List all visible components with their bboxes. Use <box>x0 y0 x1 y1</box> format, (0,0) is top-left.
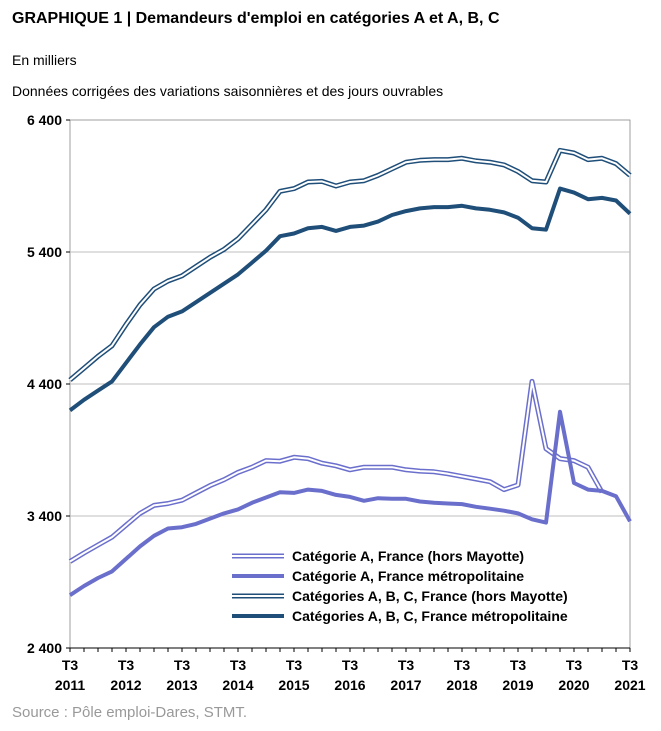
legend-label-2: Catégories A, B, C, France (hors Mayotte… <box>292 588 568 604</box>
x-tick-label-quarter: T3 <box>230 657 247 673</box>
series-layer <box>68 147 632 597</box>
x-tick-label-year: 2013 <box>166 677 197 693</box>
x-tick-label-year: 2016 <box>334 677 365 693</box>
legend-label-3: Catégories A, B, C, France métropolitain… <box>292 608 568 624</box>
series-line-3 <box>68 186 632 412</box>
source-note: Source : Pôle emploi-Dares, STMT. <box>12 704 248 721</box>
line-chart: 2 400 3 400 4 400 5 400 6 400 T3 2011 T3 2012 T3 2… <box>27 112 646 693</box>
y-tick-label: 4 400 <box>27 376 62 392</box>
x-tick-label-year: 2017 <box>390 677 421 693</box>
x-tick-label-quarter: T3 <box>566 657 583 673</box>
series-line-0-inner <box>69 380 603 563</box>
series-line-2-outline <box>68 147 632 382</box>
x-tick-label-year: 2019 <box>502 677 533 693</box>
y-tick-label: 5 400 <box>27 244 62 260</box>
series-line-1 <box>68 409 632 597</box>
x-tick-label-year: 2014 <box>222 677 253 693</box>
legend: Catégorie A, France (hors Mayotte) Catégo… <box>232 548 568 624</box>
x-tick-label-quarter: T3 <box>174 657 191 673</box>
legend-label-0: Catégorie A, France (hors Mayotte) <box>292 548 524 564</box>
x-tick-label-year: 2012 <box>110 677 141 693</box>
x-tick-label-quarter: T3 <box>286 657 303 673</box>
x-tick-label-quarter: T3 <box>398 657 415 673</box>
chart-title: GRAPHIQUE 1 | Demandeurs d'emploi en cat… <box>12 10 500 27</box>
y-tick-label: 6 400 <box>27 112 62 128</box>
x-tick-label-quarter: T3 <box>454 657 471 673</box>
x-tick-label-quarter: T3 <box>342 657 359 673</box>
x-tick-label-year: 2018 <box>446 677 477 693</box>
legend-label-1: Catégorie A, France métropolitaine <box>292 568 524 584</box>
series-line-0-outline <box>68 378 605 564</box>
x-tick-label-quarter: T3 <box>510 657 527 673</box>
y-tick-label: 3 400 <box>27 508 62 524</box>
adjustment-note: Données corrigées des variations saisonn… <box>12 83 444 99</box>
axis-layer: 2 400 3 400 4 400 5 400 6 400 T3 2011 T3 2012 T3 2… <box>27 112 646 693</box>
unit-label: En milliers <box>12 52 77 68</box>
x-tick-label-year: 2021 <box>614 677 645 693</box>
x-tick-label-quarter: T3 <box>62 657 79 673</box>
series-line-2-inner <box>69 149 631 381</box>
y-tick-label: 2 400 <box>27 640 62 656</box>
x-tick-label-year: 2011 <box>55 677 86 693</box>
x-tick-label-year: 2020 <box>558 677 589 693</box>
x-tick-label-quarter: T3 <box>622 657 639 673</box>
x-tick-label-quarter: T3 <box>118 657 135 673</box>
x-tick-label-year: 2015 <box>278 677 309 693</box>
